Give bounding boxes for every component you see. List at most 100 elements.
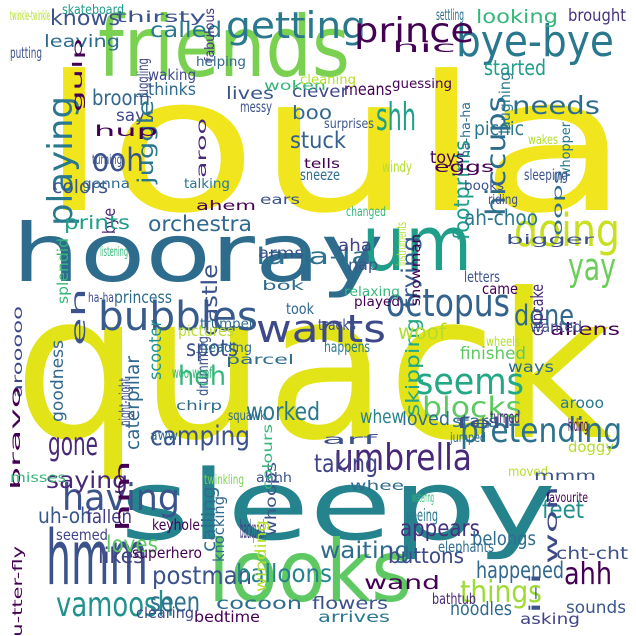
word-elephants: elephants [438, 538, 495, 556]
word-misses: misses [10, 471, 66, 486]
word-looking: looking [476, 6, 559, 28]
word-says: says [116, 106, 154, 126]
word-seeing: seeing [406, 506, 439, 526]
word-balloons: balloons [236, 559, 333, 588]
word-books: books [464, 179, 505, 194]
word-guessing: guessing [392, 77, 453, 92]
word-lives: lives [226, 84, 274, 104]
word-shh: shh [376, 95, 417, 139]
word-seen: seen [150, 587, 200, 618]
word-prince: prince [354, 11, 475, 51]
word-vamoosh: vamoosh [56, 585, 174, 625]
word-instruments: instruments [395, 221, 410, 266]
word-colors: colors [52, 176, 109, 198]
word-backpack: backpack [240, 515, 267, 544]
word-needs: needs [512, 91, 600, 120]
word-belongs: belongs [472, 528, 536, 550]
word-gonna: gonna [82, 177, 130, 192]
word-wheels: wheels [486, 335, 520, 350]
word-favourite: favourite [546, 491, 588, 506]
word-stars: stars [452, 412, 498, 432]
word-sleeping: sleeping [524, 166, 568, 184]
word-whew: whew [360, 406, 405, 428]
word-juggle: juggle [134, 99, 158, 184]
word-saying: saying [46, 468, 128, 494]
word-turning: turning [92, 153, 123, 168]
word-scooter: scooter [146, 320, 166, 380]
word-cocoon: cocoon [216, 594, 302, 614]
word-ha-ha: ha-ha [88, 291, 114, 306]
word-trumpet: trumpet [200, 317, 255, 332]
word-blocks: blocks [422, 391, 522, 424]
word-arms: arms [258, 244, 305, 262]
word-tracks: tracks [318, 316, 357, 334]
word-cht-cht: cht-cht [556, 544, 628, 564]
word-parcel: parcel [226, 353, 294, 368]
word-woof: woof [398, 320, 447, 344]
word-started: started [484, 56, 546, 80]
word-taking: taking [314, 449, 378, 478]
word-friends: friends [98, 0, 351, 96]
word-sleepy: sleepy [120, 449, 556, 562]
word-clearing: clearing [136, 604, 195, 622]
word-surprises: surprises [324, 117, 375, 132]
word-getting: getting [226, 5, 367, 47]
word-feet: feet [542, 495, 585, 524]
word-hmm: hmm [46, 513, 149, 602]
word-talking: talking [184, 177, 231, 192]
word-wand: wand [364, 572, 441, 594]
word-playing: playing [41, 95, 81, 226]
word-winding: winding [252, 519, 270, 592]
word-laughing: laughing [496, 71, 514, 134]
word-stuck: stuck [290, 128, 346, 154]
word-happens: happens [324, 338, 371, 356]
word-heading: heading [200, 341, 252, 356]
word-brought: brought [568, 6, 626, 26]
word-camping: camping [150, 421, 251, 452]
word-bye-bye: bye-bye [456, 16, 614, 67]
word-um: um [362, 199, 472, 288]
word-pictures: pictures [178, 322, 235, 340]
word-flowers: flowers [312, 594, 389, 614]
word-snowman: snowman [409, 233, 424, 306]
word-listening: listening [100, 245, 129, 260]
word-superhero: superhero [132, 544, 203, 562]
word-messy: messy [240, 98, 273, 116]
word-uh-oh: uh-oh [38, 504, 92, 528]
word-loula: loula [40, 36, 630, 255]
word-done: done [514, 299, 575, 332]
word-jumped: jumped [450, 431, 487, 446]
word-ahhh: ahhh [256, 471, 293, 486]
word-knocking: knocking [210, 495, 228, 562]
word-aww: aww [150, 429, 178, 444]
word-picnic: picnic [474, 118, 525, 140]
word-boo: boo [292, 102, 333, 124]
word-watering: watering [412, 491, 434, 506]
word-quack: quack [14, 251, 612, 485]
word-bok: bok [262, 279, 305, 294]
word-arooooo: arooooo [11, 305, 26, 398]
word-letters: letters [464, 268, 501, 286]
word-waking: waking [148, 66, 197, 84]
word-sneeze: sneeze [300, 166, 340, 184]
word-helping: helping [196, 55, 247, 70]
word-seems: seems [416, 361, 525, 403]
word-means: means [344, 80, 392, 100]
word-i-i: i-i [526, 572, 544, 614]
word-clever: clever [292, 82, 348, 102]
word-hm: hm [112, 459, 134, 532]
word-squawk: squawk [228, 409, 266, 424]
word-aroo: aroo [195, 118, 210, 178]
word-doggy: doggy [568, 438, 615, 456]
word-twinkling: twinkling [204, 473, 245, 488]
word-eh: eh [68, 287, 90, 346]
word-spots: spots [186, 336, 239, 362]
word-octopus: octopus [386, 281, 510, 325]
word-aha: aha [338, 236, 372, 256]
word-hic: hic [392, 38, 456, 56]
word-turned: turned [490, 408, 520, 428]
word-bubbles: bubbles [98, 294, 259, 340]
word-ahem: ahem [196, 199, 257, 214]
word-sounds: sounds [566, 598, 627, 618]
